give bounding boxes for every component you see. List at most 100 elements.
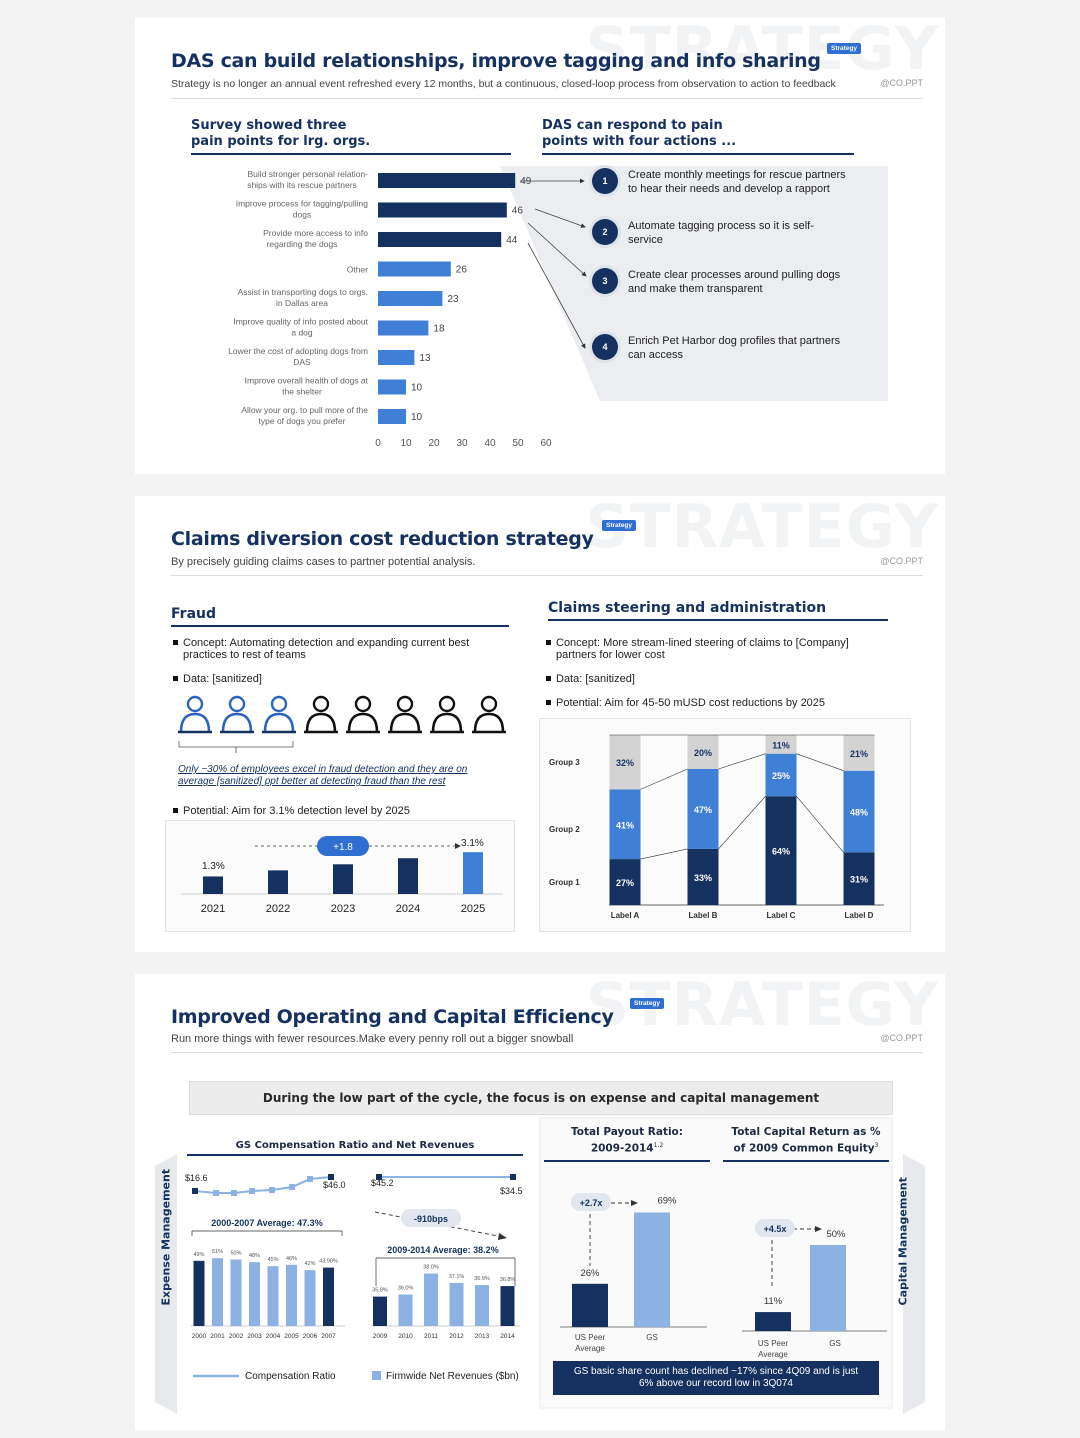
stack-label-1-2: 20% bbox=[694, 748, 712, 758]
delta-pill bbox=[317, 836, 369, 856]
survey-heading-line2: pain points for lrg. orgs. bbox=[191, 134, 371, 149]
action-number-4: 4 bbox=[592, 334, 618, 360]
chart-b-bar-2013 bbox=[475, 1285, 489, 1326]
slide-subtitle: By precisely guiding claims cases to par… bbox=[171, 556, 476, 568]
steering-heading: Claims steering and administration bbox=[548, 600, 888, 621]
bps-label: -910bps bbox=[414, 1214, 448, 1224]
capital-cat-0a: US Peer bbox=[758, 1339, 789, 1348]
steering-stacked-chart: 27% 41% 32% Label A 33% 47% 20% Label B 64% 25% 11… bbox=[549, 734, 884, 920]
category-label-7: Lower the cost of adopting dogs from DAS bbox=[228, 346, 368, 367]
chart-a-value-2002: 50% bbox=[230, 1251, 241, 1257]
stack-label-3-1: 48% bbox=[850, 808, 868, 818]
divider bbox=[171, 1052, 923, 1053]
payout-bar-0 bbox=[572, 1283, 608, 1327]
chart-a-value-2007: 43.90% bbox=[319, 1259, 338, 1265]
chart-b-year-2011: 2011 bbox=[424, 1333, 438, 1340]
steering-potential: Potential: Aim for 45-50 mUSD cost reduc… bbox=[545, 697, 826, 709]
payout-arrowhead bbox=[631, 1200, 638, 1206]
watermark: STRATEGY bbox=[585, 18, 939, 84]
steering-concept: Concept: More stream-lined steering of c… bbox=[546, 637, 886, 661]
category-label-3: Provide more access to info regarding the… bbox=[263, 228, 368, 249]
fraud-bar-2023 bbox=[333, 864, 353, 894]
chart-a-value-2003: 48% bbox=[249, 1253, 260, 1259]
focus-banner: During the low part of the cycle, the fo… bbox=[189, 1081, 893, 1115]
bps-arrowhead bbox=[498, 1233, 507, 1240]
revenue-point-a-3 bbox=[249, 1188, 255, 1194]
payout-mult: +2.7x bbox=[580, 1198, 603, 1208]
chart-a-year-2001: 2001 bbox=[210, 1333, 225, 1340]
capital-bar-1 bbox=[810, 1245, 846, 1331]
slide-subtitle: Run more things with fewer resources.Mak… bbox=[171, 1033, 574, 1045]
category-label-1: Build stronger personal relation-ships w… bbox=[247, 169, 368, 190]
category-label-4: Other bbox=[347, 265, 368, 275]
bar-value-9: 10 bbox=[411, 412, 423, 423]
capital-management-label: Capital Management bbox=[896, 1177, 910, 1306]
actions-heading: DAS can respond to pain points with four… bbox=[542, 118, 854, 155]
stack-label-2-1: 25% bbox=[772, 771, 790, 781]
x-label-0: Label A bbox=[611, 911, 640, 920]
chart-a-year-2000: 2000 bbox=[192, 1333, 207, 1340]
fraud-concept: Concept: Automating detection and expand… bbox=[173, 637, 503, 661]
person-icon-8 bbox=[472, 695, 506, 734]
chart-b-bar-2009 bbox=[373, 1296, 387, 1326]
action-text-3: Create clear processes around pulling do… bbox=[628, 269, 841, 295]
slide-title: Claims diversion cost reduction strategy bbox=[171, 528, 594, 550]
fraud-year-2024: 2024 bbox=[396, 903, 420, 915]
share-count-note: GS basic share count has declined ~17% s… bbox=[553, 1361, 879, 1395]
capital-cat-1: GS bbox=[829, 1339, 841, 1348]
x-tick-10: 10 bbox=[400, 438, 412, 449]
divider bbox=[171, 575, 923, 576]
arrow-2 bbox=[534, 208, 586, 228]
revenue-point-a-5 bbox=[289, 1184, 295, 1190]
stack-label-0-0: 27% bbox=[616, 878, 634, 888]
actions-heading-line2: points with four actions ... bbox=[542, 134, 737, 149]
revenue-point-a-2 bbox=[231, 1190, 237, 1196]
actions-heading-line1: DAS can respond to pain bbox=[542, 118, 723, 133]
payout-cat-0b: Average bbox=[575, 1344, 605, 1353]
stack-label-b-group-2 bbox=[687, 769, 719, 849]
x-tick-50: 50 bbox=[512, 438, 524, 449]
revenue-point-a-6 bbox=[307, 1176, 313, 1182]
rev-start-a: $16.6 bbox=[185, 1173, 208, 1183]
person-icon-6 bbox=[388, 695, 422, 734]
category-label-8: Improve overall health of dogs at the she… bbox=[245, 376, 369, 397]
category-label-2: Improve process for tagging/pulling dogs bbox=[236, 199, 369, 220]
fraud-year-2021: 2021 bbox=[201, 903, 225, 915]
action-number-3: 3 bbox=[592, 268, 618, 294]
fraud-note: Only ~30% of employees excel in fraud de… bbox=[178, 764, 468, 787]
chart-b-bar-2010 bbox=[398, 1294, 413, 1326]
chart-a-value-2004: 45% bbox=[267, 1257, 278, 1263]
person-icon-3 bbox=[262, 695, 296, 734]
chart-a-year-2002: 2002 bbox=[229, 1333, 244, 1340]
slide-claims: STRATEGY Claims diversion cost reduction… bbox=[135, 496, 945, 952]
fraud-start-label: 1.3% bbox=[202, 861, 225, 872]
chart-b-value-2013: 36.9% bbox=[474, 1276, 490, 1282]
x-tick-0: 0 bbox=[375, 438, 381, 449]
chart-b-value-2010: 36.0% bbox=[398, 1286, 414, 1292]
stack-label-d-group-3 bbox=[843, 735, 875, 771]
group-label-3: Group 3 bbox=[549, 758, 580, 767]
avg-2009-2014: 2009-2014 Average: 38.2% bbox=[387, 1245, 498, 1255]
strategy-tag: Strategy bbox=[602, 520, 637, 531]
left-chevron bbox=[155, 1154, 177, 1414]
bar-8 bbox=[378, 379, 406, 395]
chart-a-value-2006: 42% bbox=[304, 1261, 315, 1267]
strategy-tag: Strategy bbox=[630, 998, 665, 1009]
revenue-point-a-1 bbox=[213, 1190, 219, 1196]
bps-pill bbox=[401, 1209, 461, 1227]
stack-label-d-group-1 bbox=[843, 852, 875, 905]
chart-b-year-2014: 2014 bbox=[500, 1333, 515, 1340]
capital-value-0: 11% bbox=[764, 1296, 783, 1307]
chart-b-value-2012: 37.1% bbox=[449, 1274, 465, 1280]
chart-a-bar-2002 bbox=[230, 1259, 242, 1326]
bar-5 bbox=[378, 291, 443, 306]
stack-label-2-0: 64% bbox=[772, 847, 790, 857]
chart-a-bar-2000 bbox=[193, 1260, 205, 1326]
revenue-point-a-0 bbox=[192, 1188, 198, 1194]
revenue-point-b-end bbox=[510, 1174, 516, 1180]
fraud-bar-chart: 2021 2022 2023 2024 2025 1.3% 3.1% +1.8 bbox=[181, 836, 503, 915]
bar-value-1: 49 bbox=[520, 176, 532, 187]
payout-heading: Total Payout Ratio: 2009-20141,2 bbox=[544, 1126, 710, 1162]
stack-label-c-group-2 bbox=[765, 753, 797, 797]
slide-subtitle: Strategy is no longer an annual event re… bbox=[171, 78, 836, 90]
